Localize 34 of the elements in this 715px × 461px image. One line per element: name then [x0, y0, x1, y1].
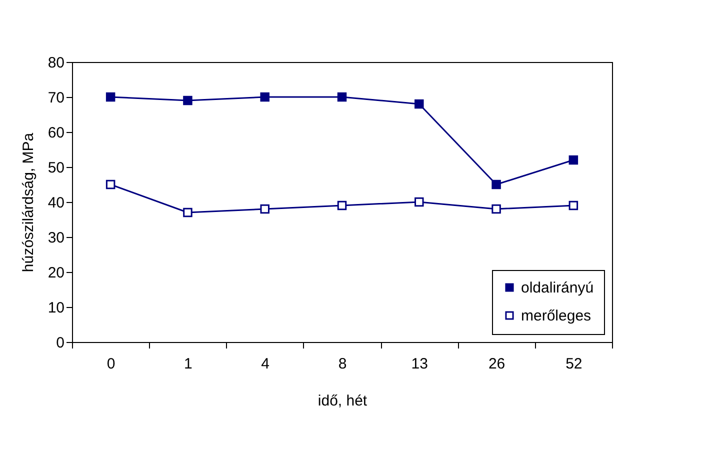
point	[337, 92, 347, 102]
x-tick-label: 52	[566, 356, 582, 372]
x-tick-label: 13	[411, 356, 428, 372]
x-axis-title: idő, hét	[318, 392, 368, 410]
y-axis-title: húzószilárdság, MPa	[20, 132, 37, 272]
x-tick-label: 0	[106, 356, 116, 372]
point	[568, 155, 578, 165]
y-tick-label: 50	[48, 160, 64, 176]
y-tick-label: 30	[48, 230, 64, 246]
point	[492, 180, 501, 190]
point	[183, 96, 192, 106]
point	[492, 204, 501, 214]
y-tick-label: 10	[48, 300, 64, 316]
point	[414, 99, 424, 109]
y-tick-label: 80	[48, 54, 64, 72]
x-tick-label: 1	[184, 356, 192, 372]
y-tick-label: 40	[48, 194, 64, 212]
x-tick-label: 26	[488, 356, 506, 372]
point	[106, 92, 116, 102]
x-tick-label: 8	[338, 356, 347, 372]
point	[260, 204, 270, 214]
y-tick-label: 20	[48, 264, 64, 282]
point	[260, 92, 270, 102]
point	[337, 200, 347, 210]
legend-label: oldalirányú	[521, 280, 594, 296]
x-tick-label: 4	[261, 356, 270, 372]
point	[183, 208, 192, 218]
y-tick-label: 60	[48, 124, 64, 142]
y-tick-label: 70	[48, 90, 64, 106]
point	[106, 180, 116, 190]
point	[414, 197, 424, 207]
y-tick-label: 0	[56, 334, 64, 352]
legend-label: merőleges	[521, 308, 592, 324]
point	[568, 200, 578, 210]
